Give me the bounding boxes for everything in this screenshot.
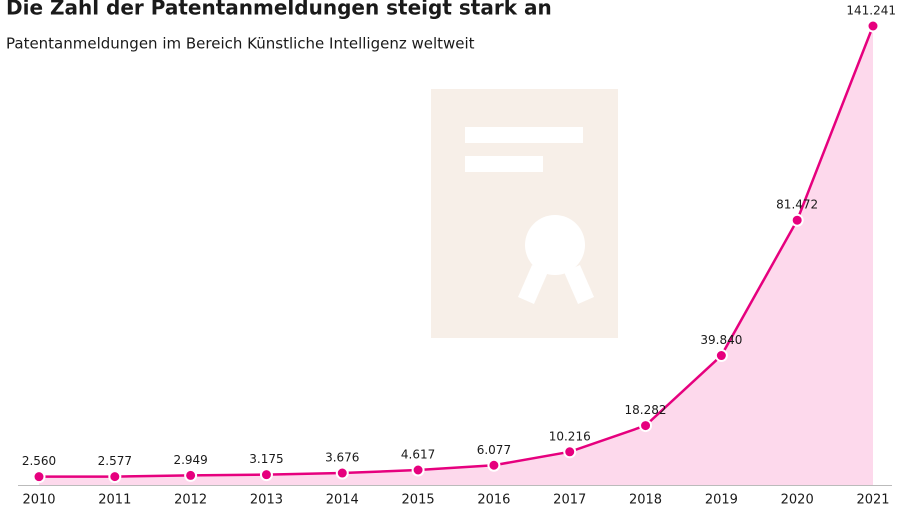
value-label: 6.077 [477, 443, 511, 457]
x-tick-label: 2018 [629, 493, 662, 508]
line [38, 25, 875, 478]
document-icon [431, 89, 618, 338]
marker [411, 463, 425, 477]
x-tick-label: 2019 [705, 493, 738, 508]
area [39, 26, 873, 485]
x-tick-label: 2015 [402, 493, 435, 508]
marker [714, 349, 728, 363]
marker [866, 19, 880, 33]
marker [487, 458, 501, 472]
x-tick-label: 2011 [98, 493, 131, 508]
marker [335, 466, 349, 480]
chart-title: Die Zahl der Patentanmeldungen steigt st… [6, 0, 552, 20]
value-label: 2.560 [22, 454, 56, 468]
x-tick-label: 2013 [250, 493, 283, 508]
value-label: 39.840 [700, 333, 742, 347]
value-label: 18.282 [625, 403, 667, 417]
x-tick-label: 2016 [477, 493, 510, 508]
value-label: 141.241 [846, 4, 896, 18]
marker [563, 445, 577, 459]
value-label: 3.175 [249, 452, 283, 466]
marker [790, 213, 804, 227]
value-label: 2.949 [173, 453, 207, 467]
chart-subtitle: Patentanmeldungen im Bereich Künstliche … [6, 35, 475, 53]
x-tick-label: 2017 [553, 493, 586, 508]
value-label: 3.676 [325, 451, 359, 465]
x-tick-label: 2014 [326, 493, 359, 508]
value-label: 10.216 [549, 429, 591, 443]
marker [108, 470, 122, 484]
value-label: 2.577 [98, 454, 132, 468]
value-label: 81.472 [776, 198, 818, 212]
marker [639, 419, 653, 433]
value-label: 4.617 [401, 447, 435, 461]
marker [259, 468, 273, 482]
x-tick-label: 2012 [174, 493, 207, 508]
x-tick-label: 2010 [22, 493, 55, 508]
marker [184, 468, 198, 482]
x-tick-label: 2021 [856, 493, 889, 508]
marker [32, 470, 46, 484]
x-tick-label: 2020 [781, 493, 814, 508]
